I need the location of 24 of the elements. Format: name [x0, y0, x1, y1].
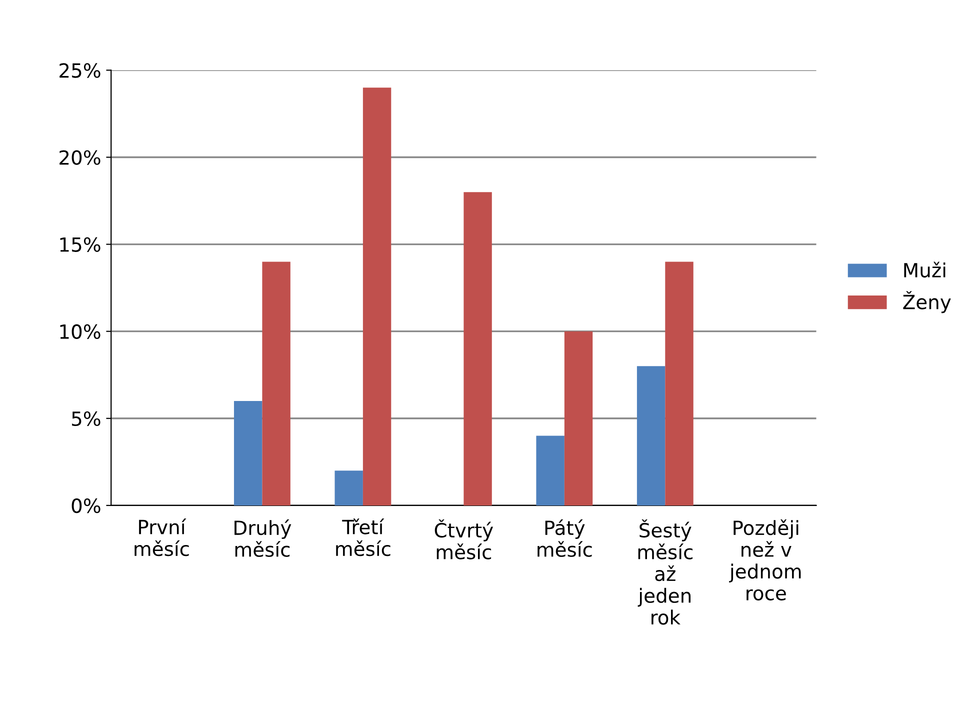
bar [536, 436, 564, 506]
bar [334, 470, 363, 506]
x-tick-label: První měsíc [134, 518, 189, 556]
bar [564, 331, 593, 506]
bar [665, 262, 694, 506]
x-tick-label: Čtvrtý měsíc [434, 519, 494, 560]
x-tick-label: Pátý měsíc [538, 519, 592, 557]
x-tick-label: Druhý měsíc [234, 519, 292, 557]
x-tick-label: Šestý měsíc až jeden rok [638, 519, 693, 625]
y-tick-label: 25% [60, 63, 100, 78]
legend-label: Ženy [903, 291, 951, 314]
bar [464, 192, 492, 506]
y-tick-label: 10% [60, 324, 100, 340]
bar [262, 262, 290, 506]
legend-label: Muži [904, 262, 946, 278]
y-tick-label: 0% [72, 498, 100, 514]
bar [362, 88, 392, 506]
bar [636, 366, 666, 506]
y-tick-label: 15% [60, 237, 100, 252]
x-tick-label: Později než v jednom roce [729, 519, 801, 600]
x-tick-label: Třetí měsíc [336, 518, 390, 556]
y-tick-label: 20% [60, 150, 100, 165]
y-tick-label: 5% [72, 411, 100, 426]
bar [234, 400, 262, 506]
